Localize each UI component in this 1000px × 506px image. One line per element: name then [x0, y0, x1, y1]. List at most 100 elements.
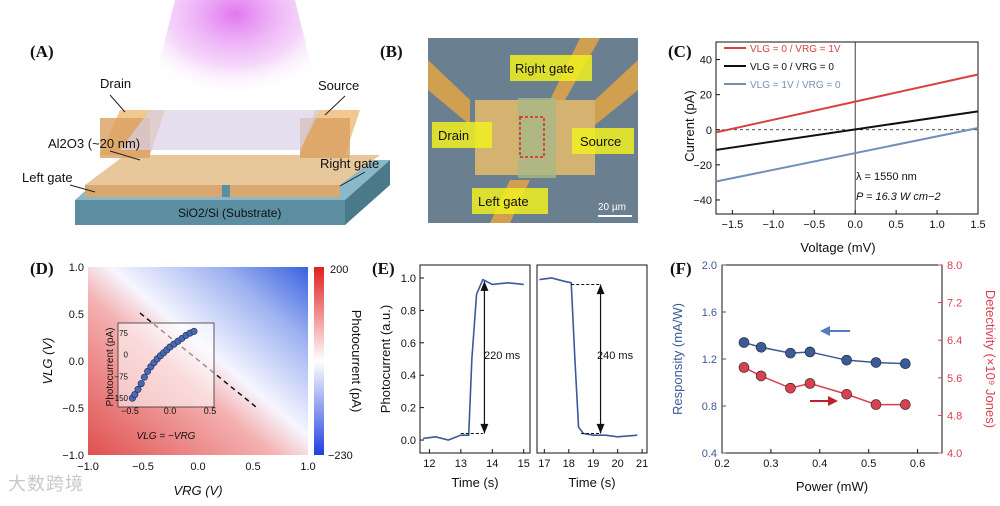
- c-note-power: P = 16.3 W cm−2: [856, 191, 941, 203]
- f-ytick-right-label: 4.8: [947, 410, 962, 422]
- micro-right-gate: Right gate: [515, 61, 574, 76]
- label-substrate: SiO2/Si (Substrate): [178, 206, 281, 220]
- inset-ylabel: Photocurrent (pA): [105, 328, 116, 407]
- c-xlabel: Voltage (mV): [800, 240, 875, 255]
- chart-f: 0.2 0.3 0.4 0.5 0.6 0.4 0.8 1.2 1.6 2.0 4.0 4.8 5.6 6…: [670, 260, 998, 494]
- d-ytick-label: 1.0: [69, 262, 84, 274]
- inset-point: [131, 391, 139, 399]
- f-point: [870, 357, 882, 368]
- inset-xtick-label: 0.5: [204, 406, 217, 416]
- f-xtick-label: 0.6: [910, 458, 925, 470]
- f-line-1: [743, 341, 906, 365]
- e-fall-head-down: [596, 423, 605, 434]
- c-note-lambda: λ = 1550 nm: [856, 171, 917, 183]
- d-ytick-label: −1.0: [62, 450, 84, 462]
- d-xtick-label: 0.0: [190, 461, 205, 473]
- e-ytick-label: 0.2: [401, 403, 416, 415]
- panel-b: (B) Right gate Drain Source Left gate 20…: [380, 0, 670, 250]
- panel-a-label: (A): [30, 42, 54, 61]
- f-frame: [721, 264, 943, 454]
- f-xtick-label: 0.3: [763, 458, 778, 470]
- f-ytick-right-label: 4.0: [947, 448, 962, 460]
- lattice-atoms: [120, 110, 320, 150]
- d-xtick-label: 0.5: [245, 461, 260, 473]
- d-ytick-label: −0.5: [62, 403, 84, 415]
- scale-text: 20 µm: [598, 202, 626, 213]
- inset-xtick-label: 0.0: [164, 406, 177, 416]
- substrate-side: [75, 200, 345, 225]
- panel-d-label: (D): [30, 259, 54, 278]
- light-beam: [140, 0, 330, 140]
- chart-d: −1.0 −0.5 0.0 0.5 1.0 −1.0 −0.5 0.0 0.5 1.0 VRG (…: [40, 262, 364, 498]
- e-rise-label: 220 ms: [484, 350, 521, 362]
- f-point: [755, 370, 767, 382]
- e-xlabel-left: Time (s): [451, 475, 498, 490]
- c-legend-1: VLG = 0 / VRG = 1V: [750, 44, 841, 55]
- panel-d: (D) −1.0 −0.5 0.0 0.5 1.0 −1.0 −0.5 0.0 0.5 1.0 V…: [0, 255, 370, 501]
- f-ytick-left-label: 0.8: [702, 401, 717, 413]
- e-xtick-label: 15: [518, 458, 530, 470]
- c-xtick-label: −1.0: [762, 219, 784, 231]
- f-ytick-right-label: 6.4: [947, 335, 962, 347]
- c-ylabel: Current (pA): [682, 90, 697, 162]
- inset-ytick-label: 0: [124, 351, 129, 360]
- f-xtick-label: 0.4: [812, 458, 827, 470]
- c-xtick-label: −0.5: [803, 219, 825, 231]
- e-fall-label: 240 ms: [597, 350, 634, 362]
- f-ytick-left-label: 1.6: [702, 307, 717, 319]
- colorbar: [314, 267, 324, 455]
- c-legend-2: VLG = 0 / VRG = 0: [750, 62, 834, 73]
- f-xlabel: Power (mW): [796, 479, 868, 494]
- panel-b-label: (B): [380, 42, 403, 61]
- e-ytick-label: 0.8: [401, 305, 416, 317]
- f-ytick-left-label: 2.0: [702, 260, 717, 272]
- c-ytick-label: −40: [693, 195, 712, 207]
- f-point: [738, 362, 750, 373]
- e-rise-head-up: [480, 281, 489, 291]
- f-ytick-right-label: 8.0: [947, 260, 962, 272]
- c-ytick-label: 0: [706, 125, 712, 137]
- cbar-min: −230: [328, 450, 353, 462]
- e-xtick-label: 17: [538, 458, 550, 470]
- e-ytick-label: 0.0: [401, 435, 416, 447]
- cbar-label: Photocurrent (pA): [349, 310, 364, 413]
- d-xtick-label: 1.0: [300, 461, 315, 473]
- d-xtick-label: −0.5: [132, 461, 154, 473]
- d-xlabel: VRG (V): [173, 483, 222, 498]
- panel-c: (C) −1.5 −1.0 −0.5 0.0 0.5 1.0 1.5 −40 −20 0 20 40 …: [668, 0, 1000, 255]
- f-point: [755, 341, 767, 353]
- c-ytick-label: −20: [693, 160, 712, 172]
- c-series-1: [715, 73, 979, 134]
- micrograph: Right gate Drain Source Left gate 20 µm: [428, 38, 638, 223]
- e-xtick-label: 18: [563, 458, 575, 470]
- e-curve-2: [539, 277, 638, 438]
- f-ylabel-left: Responsity (mA/W): [670, 303, 685, 415]
- e-right-frame: [536, 264, 648, 454]
- label-left-gate: Left gate: [22, 170, 73, 185]
- c-ytick-label: 20: [700, 90, 712, 102]
- e-xtick-label: 14: [486, 458, 498, 470]
- label-al2o3: Al2O3 (~20 nm): [48, 136, 140, 151]
- watermark: 大数跨境: [8, 474, 84, 494]
- f-point: [841, 354, 852, 366]
- f-point: [785, 382, 796, 394]
- e-xlabel-right: Time (s): [568, 475, 615, 490]
- inset-xtick-label: −0.5: [121, 406, 139, 416]
- f-ytick-left-label: 0.4: [702, 448, 717, 460]
- c-series-3: [715, 127, 979, 183]
- e-rise-head-down: [480, 423, 489, 434]
- c-legend: VLG = 0 / VRG = 1V VLG = 0 / VRG = 0 VLG…: [724, 44, 841, 91]
- micro-source: Source: [580, 134, 621, 149]
- f-ytick-left-label: 1.2: [702, 354, 717, 366]
- inset-point: [190, 327, 198, 335]
- c-xtick-label: 0.5: [888, 219, 903, 231]
- f-xtick-label: 0.5: [861, 458, 876, 470]
- inset-ytick-label: 75: [119, 329, 128, 338]
- inset-point: [140, 373, 148, 381]
- f-point: [804, 378, 816, 389]
- f-point: [738, 337, 750, 348]
- f-ytick-right-label: 5.6: [947, 373, 962, 385]
- inset-xlabel: VLG = −VRG: [137, 431, 196, 442]
- inset-ytick-label: −150: [110, 394, 129, 403]
- c-xtick-label: 0.0: [848, 219, 863, 231]
